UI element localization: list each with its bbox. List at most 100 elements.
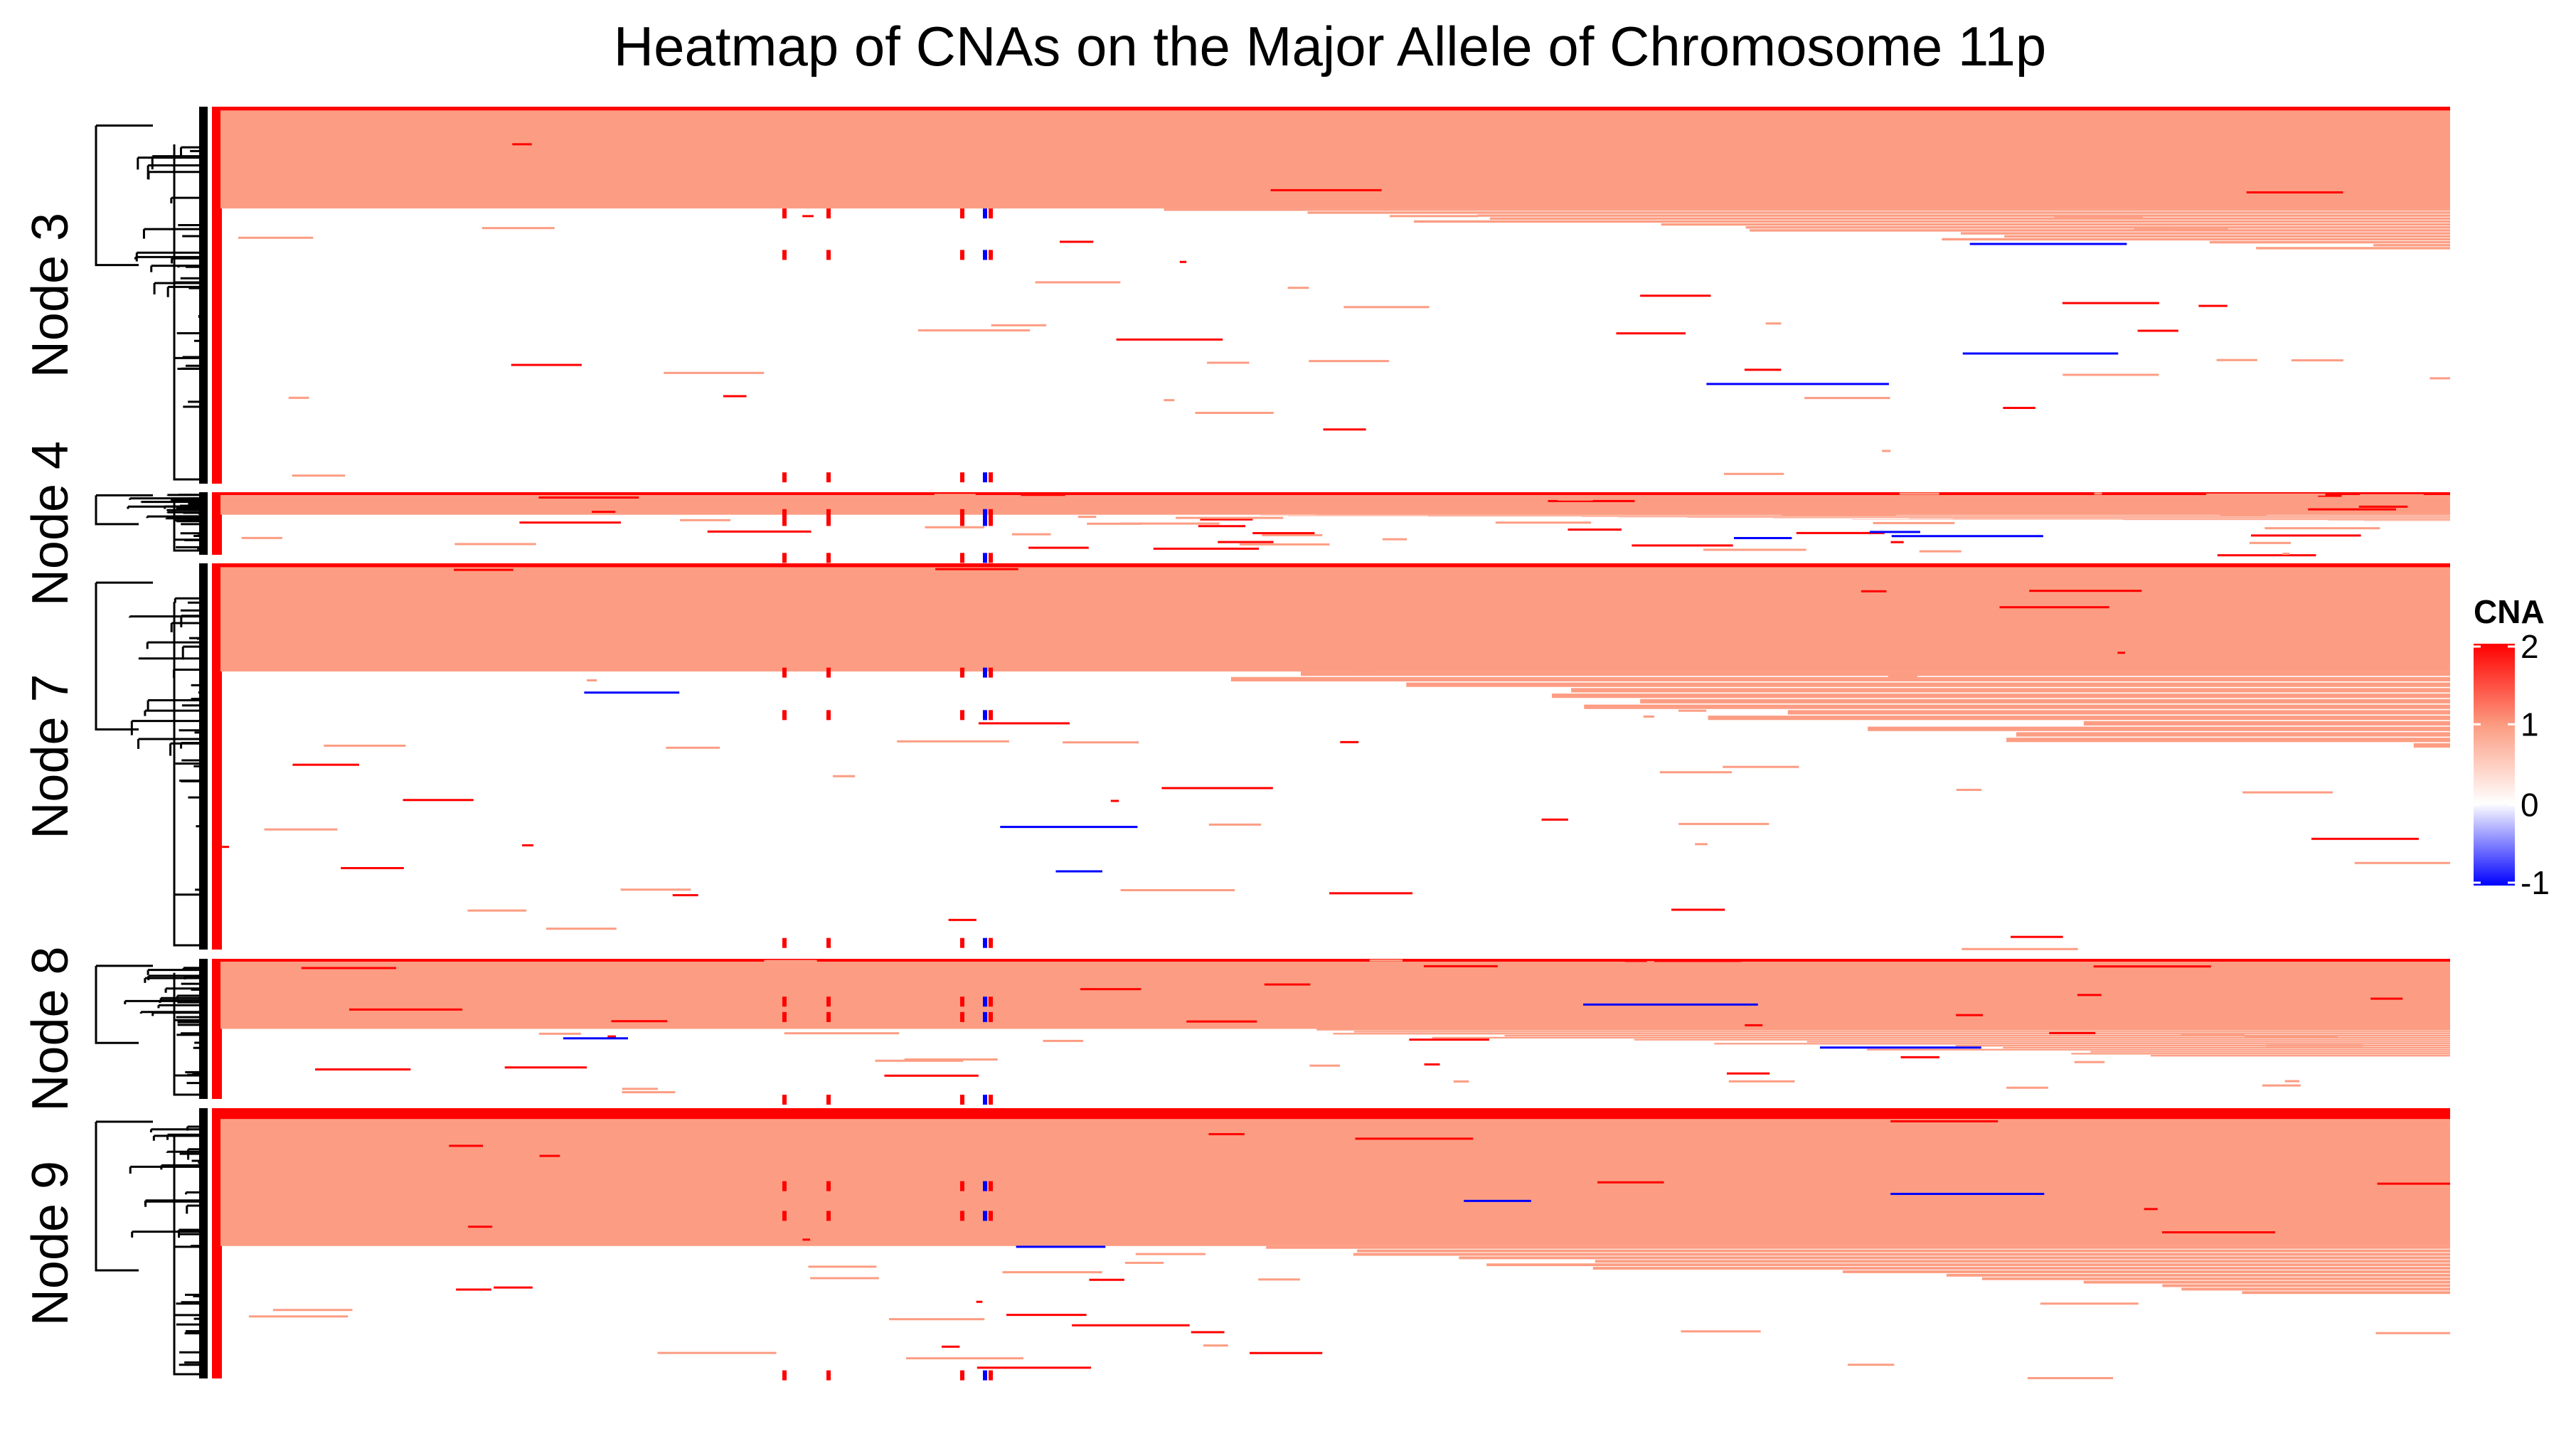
cna-segment [808,1265,877,1268]
loss-segment [1733,536,1792,539]
gain-step [1806,1041,2450,1043]
cna-segment [1890,541,1904,543]
cna-segment [1900,1056,1939,1058]
cna-segment [512,143,532,146]
cna-segment [767,1192,859,1195]
cna-segment [1548,499,1635,502]
cna-segment [1853,202,1894,205]
cna-segment [989,198,1050,201]
dendrogram-branch [159,997,206,1000]
gain-step [1714,1043,2450,1045]
focal-event [826,509,831,519]
cna-segment [2003,406,2035,409]
gain-step [1504,1034,2450,1037]
dendrogram-branch [95,1122,139,1272]
cna-segment [2250,534,2361,537]
gain-step [1333,1033,2450,1035]
focal-event [983,667,987,678]
dendrogram-branch [173,144,206,481]
cna-segment [664,371,765,374]
cna-segment [1208,823,1262,826]
focal-event [989,472,993,483]
cna-segment [610,1010,630,1013]
focal-event [826,208,831,219]
cna-segment [454,543,536,546]
dendrogram-leaves [199,959,208,1099]
focal-event [983,710,987,721]
cna-segment [1120,888,1235,891]
cna-segment [1910,611,1992,614]
cna-segment [456,1288,491,1291]
cna-segment [1239,543,1330,546]
cna-segment [545,928,617,930]
cna-segment [1715,1145,1734,1148]
cna-segment [1120,522,1220,525]
cna-segment [1309,1064,1340,1067]
gain-step [1843,1270,2450,1273]
focal-event [983,516,987,526]
cna-segment [1077,516,1097,519]
amplified-rows [220,1108,2450,1120]
cna-segment [1563,965,1622,968]
gain-step [1552,694,2450,698]
focal-event [960,208,964,219]
gain-step [2123,519,2450,521]
panel-node-7: Node 7 [22,563,2450,950]
focal-event [826,710,831,721]
gain-step [1266,1245,2450,1249]
panel-node-4: Node 4 [22,441,2450,606]
cna-segment [1124,1261,1164,1264]
cna-segment [2265,1044,2363,1047]
gain-step [1584,704,2450,709]
loss-segment [1706,383,1889,386]
gain-step [1687,517,2450,518]
dendrogram-branch [147,699,206,711]
cna-segment [2390,644,2417,647]
cna-segment [1723,765,1799,768]
gain-step [1851,519,2450,520]
cna-segment [587,679,597,681]
cna-segment [2198,304,2228,307]
dendrogram-branch [144,1199,206,1207]
cna-segment [810,1277,879,1280]
gain-step [2071,1053,2450,1055]
cna-segment [1089,1278,1124,1281]
dendrogram-branch [157,1004,206,1009]
focal-event [826,516,831,526]
cna-segment [611,1020,668,1023]
cna-segment [1861,590,1887,593]
cna-segment [906,1357,1023,1360]
cna-segment [1264,983,1311,986]
dendrogram-leaves [199,492,208,555]
cna-segment [1252,532,1315,535]
focal-event [826,667,831,678]
cna-segment [538,496,639,499]
cna-segment [481,227,555,230]
focal-event [983,472,987,483]
cna-segment [2318,494,2342,497]
cna-segment [2216,358,2257,361]
cna-segment [1035,281,1121,284]
cna-segment [2074,1061,2105,1063]
cna-segment [1369,959,1403,962]
gain-step [1406,682,2450,687]
cna-segment [904,1058,998,1061]
gain-step [1595,1260,2450,1263]
amplified-rows [220,492,2450,495]
cna-segment [947,130,1024,133]
gain-step [1634,1038,2450,1041]
cna-segment [897,740,1009,743]
dendrogram-branch [147,171,206,180]
cna-segment [2049,1032,2096,1035]
cna-segment [1782,514,1897,516]
cna-segment [248,1315,348,1318]
cna-segment [1080,988,1141,991]
cna-segment [1659,771,1732,774]
focal-event [960,1181,964,1191]
focal-event [960,667,964,678]
gain-step [1432,1036,2450,1039]
focal-event [782,509,787,519]
dendrogram-branch [131,1231,206,1238]
focal-event [983,553,987,563]
dendrogram [95,107,208,484]
